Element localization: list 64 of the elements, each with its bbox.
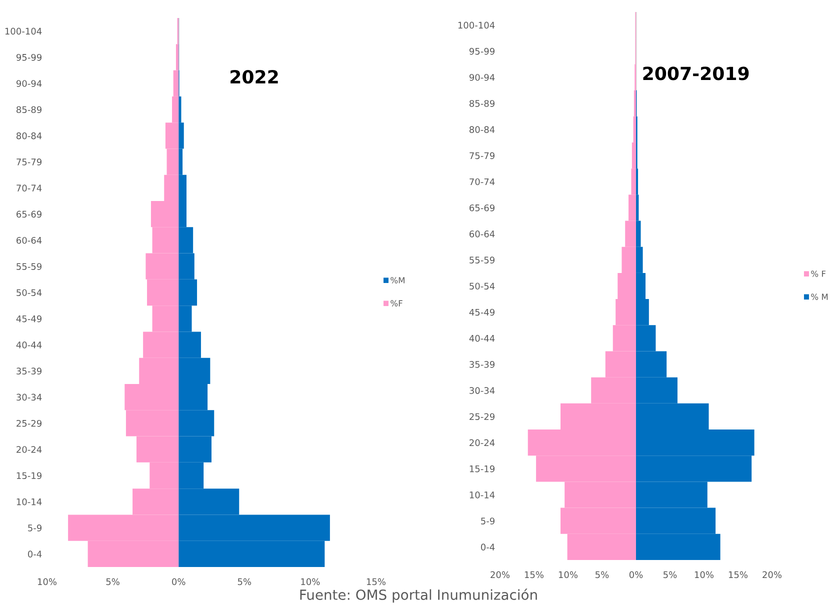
legend-label: %F — [390, 300, 402, 306]
y-tick-label: 85-89 — [16, 106, 42, 114]
y-tick-label: 15-19 — [470, 465, 495, 472]
text: 2022 — [230, 70, 278, 84]
y-tick-label: 65-69 — [470, 204, 495, 212]
y-tick-label: 80-84 — [16, 132, 42, 140]
y-tick-label: 60-64 — [470, 230, 495, 238]
y-tick-label: 50-54 — [470, 282, 495, 290]
source-note: Fuente: OMS portal Inumunización — [300, 588, 537, 603]
y-tick-label: 35-39 — [470, 361, 495, 368]
x-tick-label: 5% — [238, 578, 252, 586]
y-tick-label: 25-29 — [16, 420, 42, 427]
y-tick-label: 75-79 — [470, 152, 495, 160]
x-tick-label: 10% — [301, 578, 320, 586]
y-tick-label: 50-54 — [16, 289, 42, 296]
y-tick-label: 65-69 — [16, 210, 42, 218]
y-tick-label: 40-44 — [469, 334, 495, 342]
y-tick-label: 30-34 — [16, 394, 42, 401]
y-tick-label: 25-29 — [470, 413, 495, 420]
y-tick-label: 30-34 — [470, 387, 495, 394]
y-tick-label: 45-49 — [469, 308, 495, 316]
x-tick-label: 10% — [558, 571, 578, 578]
y-tick-label: 80-84 — [470, 126, 495, 133]
y-tick-label: 95-99 — [16, 54, 42, 61]
x-tick-label: 15% — [728, 571, 748, 578]
x-tick-label: 0% — [629, 571, 643, 578]
x-tick-label: 10% — [694, 571, 714, 578]
y-tick-label: 95-99 — [469, 48, 495, 55]
y-tick-label: 75-79 — [16, 158, 42, 166]
y-tick-label: 55-59 — [470, 256, 495, 264]
x-tick-label: 5% — [106, 578, 120, 586]
x-tick-label: 20% — [490, 571, 510, 578]
y-tick-label: 5-9 — [28, 524, 42, 532]
x-tick-label: 0% — [172, 578, 186, 586]
x-tick-label: 10% — [38, 578, 57, 586]
y-tick-label: 60-64 — [16, 236, 42, 244]
y-tick-label: 100-104 — [5, 28, 42, 35]
y-tick-label: 0-4 — [480, 544, 495, 551]
y-tick-label: 100-104 — [458, 22, 495, 29]
legend-label: % M — [811, 294, 828, 300]
legend-label: % F — [811, 270, 826, 277]
y-tick-label: 5-9 — [481, 518, 495, 524]
y-tick-label: 70-74 — [16, 184, 42, 192]
y-tick-label: 70-74 — [470, 178, 495, 186]
y-tick-label: 20-24 — [470, 439, 495, 446]
y-tick-label: 90-94 — [16, 80, 42, 87]
y-tick-label: 45-49 — [16, 315, 42, 322]
x-tick-label: 15% — [366, 578, 386, 586]
y-tick-label: 90-94 — [469, 74, 495, 81]
x-tick-label: 20% — [762, 571, 782, 578]
text: 2007-2019 — [643, 66, 749, 80]
legend-label: %M — [390, 277, 404, 284]
y-tick-label: 55-59 — [16, 263, 42, 270]
y-tick-label: 40-44 — [16, 342, 42, 348]
y-tick-label: 85-89 — [470, 100, 495, 107]
x-tick-label: 5% — [596, 571, 609, 578]
y-tick-label: 10-14 — [16, 498, 42, 506]
x-tick-label: 15% — [524, 571, 544, 578]
x-tick-label: 5% — [664, 571, 677, 578]
y-tick-label: 10-14 — [470, 491, 495, 498]
y-tick-label: 35-39 — [16, 368, 42, 374]
y-tick-label: 20-24 — [16, 446, 42, 453]
y-tick-label: 0-4 — [28, 550, 42, 558]
y-tick-label: 15-19 — [16, 472, 42, 480]
